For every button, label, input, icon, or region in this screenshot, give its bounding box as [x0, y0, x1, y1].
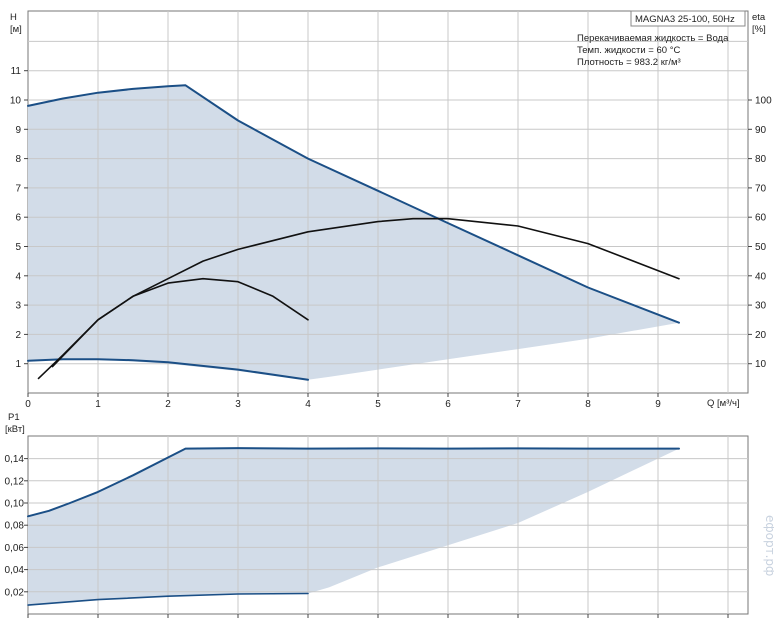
head-efficiency-panel: 0 1 2 3 4 5 6 7 8 9 1 2 3 4 5 6 7 8 9 10 11 10 20 30 40 50 60 70 80 9… — [10, 10, 772, 410]
y2-tick-label: 80 — [755, 154, 767, 165]
y-tick-label: 5 — [15, 242, 21, 253]
power-panel: 0,02 0,04 0,06 0,08 0,10 0,12 0,14 — [5, 435, 749, 618]
title-box — [630, 10, 746, 27]
info-liquid: Перекачиваемая жидкость = Вода — [577, 33, 729, 44]
y-axis-unit-head: [м] — [10, 24, 22, 35]
y-axis-label-head: H — [10, 12, 17, 23]
x-tick-label: 6 — [445, 399, 451, 410]
x-tick-label: 8 — [585, 399, 591, 410]
y-tick-label: 0,08 — [5, 521, 25, 532]
y2-tick-label: 90 — [755, 125, 767, 136]
x-axis-label-flow: Q [м³/ч] — [707, 398, 740, 409]
head-curve-1 — [27, 358, 309, 381]
eta-curve-4 — [51, 277, 309, 368]
y-tick-label: 0,02 — [5, 587, 25, 598]
y2-tick-label: 60 — [755, 213, 767, 224]
y-tick-label: 8 — [15, 154, 21, 165]
x-tick-label: 1 — [95, 399, 101, 410]
y-tick-label: 0,12 — [5, 476, 25, 487]
x-tick-label: 3 — [235, 399, 241, 410]
y2-axis-label-eta: eta — [752, 12, 766, 23]
y-tick-label: 11 — [11, 66, 22, 77]
x-tick-label: 9 — [655, 399, 661, 410]
x-tick-label: 4 — [305, 399, 311, 410]
y2-axis-unit-eta: [%] — [752, 24, 766, 35]
power-curve-1 — [27, 592, 309, 606]
watermark-text: ефорт.рф — [763, 515, 774, 576]
head-curve-0 — [27, 84, 680, 324]
y-tick-label: 0,10 — [5, 499, 25, 510]
y2-tick-label: 70 — [755, 183, 767, 194]
y-tick-label: 2 — [15, 330, 21, 341]
y2-tick-label: 20 — [755, 330, 767, 341]
y-tick-label: 4 — [15, 271, 21, 282]
y-tick-label: 3 — [15, 301, 21, 312]
y-tick-label: 9 — [15, 125, 21, 136]
y2-tick-label: 40 — [755, 271, 767, 282]
x-tick-label: 0 — [25, 399, 31, 410]
y-tick-label: 7 — [15, 183, 21, 194]
x-tick-label: 5 — [375, 399, 381, 410]
y-tick-label: 1 — [15, 359, 21, 370]
y2-tick-label: 100 — [755, 96, 772, 107]
y2-tick-label: 50 — [755, 242, 767, 253]
operating-envelope-bottom — [28, 448, 679, 606]
y-tick-label: 0,04 — [5, 565, 25, 576]
y-axis-unit-power: [кВт] — [5, 424, 25, 435]
y2-tick-label: 30 — [755, 301, 767, 312]
chart-title: MAGNA3 25-100, 50Hz — [635, 14, 735, 25]
y-tick-label: 0,14 — [5, 454, 25, 465]
y-tick-label: 10 — [10, 96, 22, 107]
power-curve-0 — [27, 447, 680, 518]
info-density: Плотность = 983.2 кг/м³ — [577, 57, 681, 68]
y-tick-label: 6 — [15, 213, 21, 224]
y-axis-label-power: P1 — [8, 412, 20, 423]
info-temperature: Темп. жидкости = 60 °C — [577, 45, 680, 56]
y2-tick-label: 10 — [755, 359, 767, 370]
x-tick-label: 7 — [515, 399, 521, 410]
x-tick-label: 2 — [165, 399, 171, 410]
y-tick-label: 0,06 — [5, 543, 25, 554]
